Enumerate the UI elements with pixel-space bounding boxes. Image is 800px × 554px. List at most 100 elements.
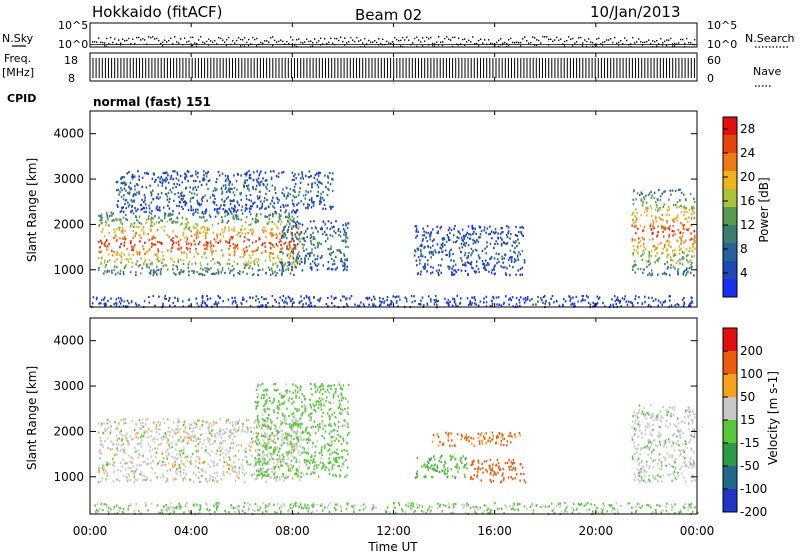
echo-point [313, 262, 316, 265]
noise-point [178, 42, 180, 44]
echo-point [209, 240, 212, 243]
echo-point [161, 451, 164, 454]
echo-point [287, 192, 290, 195]
echo-point [176, 182, 179, 186]
echo-point [340, 393, 343, 396]
noise-point [320, 37, 322, 40]
noise-point [172, 43, 174, 45]
echo-point [241, 232, 244, 235]
echo-point [180, 258, 182, 261]
echo-point [451, 267, 453, 270]
echo-point [232, 246, 235, 250]
noise-point [118, 39, 120, 41]
echo-point [259, 444, 262, 447]
echo-point [281, 394, 283, 397]
echo-point [324, 230, 326, 233]
echo-point [291, 265, 293, 269]
noise-point [586, 45, 588, 47]
y-tick-label: 2000 [53, 217, 84, 231]
echo-point [305, 230, 307, 233]
echo-point [300, 260, 303, 264]
noise-point [322, 43, 324, 45]
echo-point [283, 461, 285, 464]
noise-point [570, 38, 572, 40]
echo-point [652, 225, 654, 228]
echo-point [635, 208, 637, 211]
echo-point [270, 427, 272, 430]
echo-point [255, 295, 258, 298]
echo-point [636, 212, 638, 215]
echo-point [272, 467, 274, 470]
echo-point [421, 255, 424, 258]
echo-point [256, 477, 258, 480]
echo-point [464, 234, 467, 237]
echo-point [156, 229, 159, 232]
echo-point [141, 473, 144, 477]
echo-point [658, 216, 660, 219]
echo-point [337, 227, 340, 231]
echo-point [450, 259, 452, 262]
echo-point [151, 237, 153, 240]
echo-point [124, 229, 126, 232]
echo-point [631, 213, 633, 216]
echo-point [263, 226, 265, 229]
echo-point [462, 234, 465, 238]
echo-point [174, 296, 176, 299]
echo-point [176, 419, 179, 422]
echo-point [265, 480, 268, 483]
echo-point [573, 302, 576, 305]
echo-point [199, 441, 201, 444]
echo-point [483, 229, 485, 232]
echo-point [314, 258, 317, 261]
echo-point [281, 270, 283, 273]
echo-point [304, 410, 306, 413]
echo-point [329, 183, 332, 186]
echo-point [491, 300, 493, 303]
echo-point [569, 299, 571, 302]
echo-point [255, 407, 257, 410]
echo-point [186, 170, 189, 173]
echo-point [263, 298, 265, 301]
echo-point [251, 253, 254, 256]
echo-point [653, 245, 656, 248]
echo-point [150, 479, 152, 482]
echo-point [224, 204, 226, 207]
echo-point [515, 225, 517, 229]
echo-point [667, 266, 669, 269]
echo-point [461, 246, 464, 249]
echo-point [227, 418, 230, 421]
echo-point [442, 238, 444, 242]
echo-point [309, 237, 312, 240]
echo-point [243, 184, 245, 187]
echo-point [447, 238, 450, 241]
echo-point [510, 255, 512, 259]
echo-point [233, 260, 236, 263]
echo-point [223, 460, 226, 464]
echo-point [335, 296, 337, 299]
echo-point [259, 268, 261, 272]
echo-point [680, 204, 682, 207]
echo-point [140, 222, 143, 225]
noise-point [254, 38, 256, 41]
echo-point [492, 267, 495, 270]
echo-point [98, 468, 100, 472]
echo-point [117, 443, 120, 446]
echo-point [679, 262, 681, 265]
echo-point [101, 219, 103, 222]
echo-point [265, 179, 268, 182]
echo-point [632, 254, 635, 257]
echo-point [201, 433, 203, 436]
echo-point [113, 464, 115, 467]
echo-point [131, 223, 134, 226]
echo-point [212, 421, 214, 424]
echo-point [106, 271, 108, 274]
echo-point [544, 302, 546, 305]
echo-point [661, 224, 663, 228]
echo-point [333, 297, 336, 300]
echo-point [195, 439, 197, 442]
echo-point [241, 458, 244, 461]
echo-point [199, 204, 201, 207]
echo-point [118, 218, 120, 221]
echo-point [342, 438, 345, 441]
echo-point [228, 229, 230, 232]
